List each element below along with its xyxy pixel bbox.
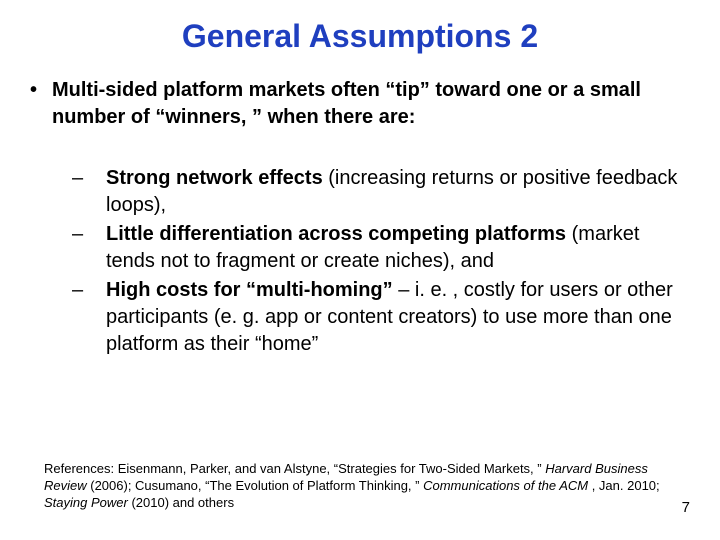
- refs-italic: Staying Power: [44, 495, 128, 510]
- sub-bold: Little differentiation across competing …: [106, 223, 566, 245]
- references: References: Eisenmann, Parker, and van A…: [44, 461, 676, 512]
- sub-bullet-item: – Little differentiation across competin…: [72, 221, 690, 275]
- sub-bullet-text: Little differentiation across competing …: [106, 221, 690, 275]
- main-bullet-text: Multi-sided platform markets often “tip”…: [52, 77, 690, 131]
- dash-icon: –: [72, 277, 106, 358]
- refs-italic: Communications of the ACM: [423, 478, 588, 493]
- sub-bullet-item: – High costs for “multi-homing” – i. e. …: [72, 277, 690, 358]
- refs-text: (2006); Cusumano, “The Evolution of Plat…: [87, 478, 423, 493]
- refs-text: (2010) and others: [128, 495, 234, 510]
- main-bullet: • Multi-sided platform markets often “ti…: [30, 77, 690, 131]
- dash-icon: –: [72, 165, 106, 219]
- page-number: 7: [682, 499, 690, 516]
- sub-bullet-list: – Strong network effects (increasing ret…: [72, 165, 690, 358]
- refs-text: , Jan. 2010;: [588, 478, 660, 493]
- sub-bullet-text: Strong network effects (increasing retur…: [106, 165, 690, 219]
- sub-bullet-item: – Strong network effects (increasing ret…: [72, 165, 690, 219]
- slide: General Assumptions 2 • Multi-sided plat…: [0, 0, 720, 540]
- dash-icon: –: [72, 221, 106, 275]
- refs-text: References: Eisenmann, Parker, and van A…: [44, 461, 545, 476]
- bullet-dot-icon: •: [30, 77, 52, 131]
- slide-title: General Assumptions 2: [30, 18, 690, 55]
- sub-bullet-text: High costs for “multi-homing” – i. e. , …: [106, 277, 690, 358]
- sub-bold: High costs for “multi-homing”: [106, 279, 393, 301]
- sub-bold: Strong network effects: [106, 167, 323, 189]
